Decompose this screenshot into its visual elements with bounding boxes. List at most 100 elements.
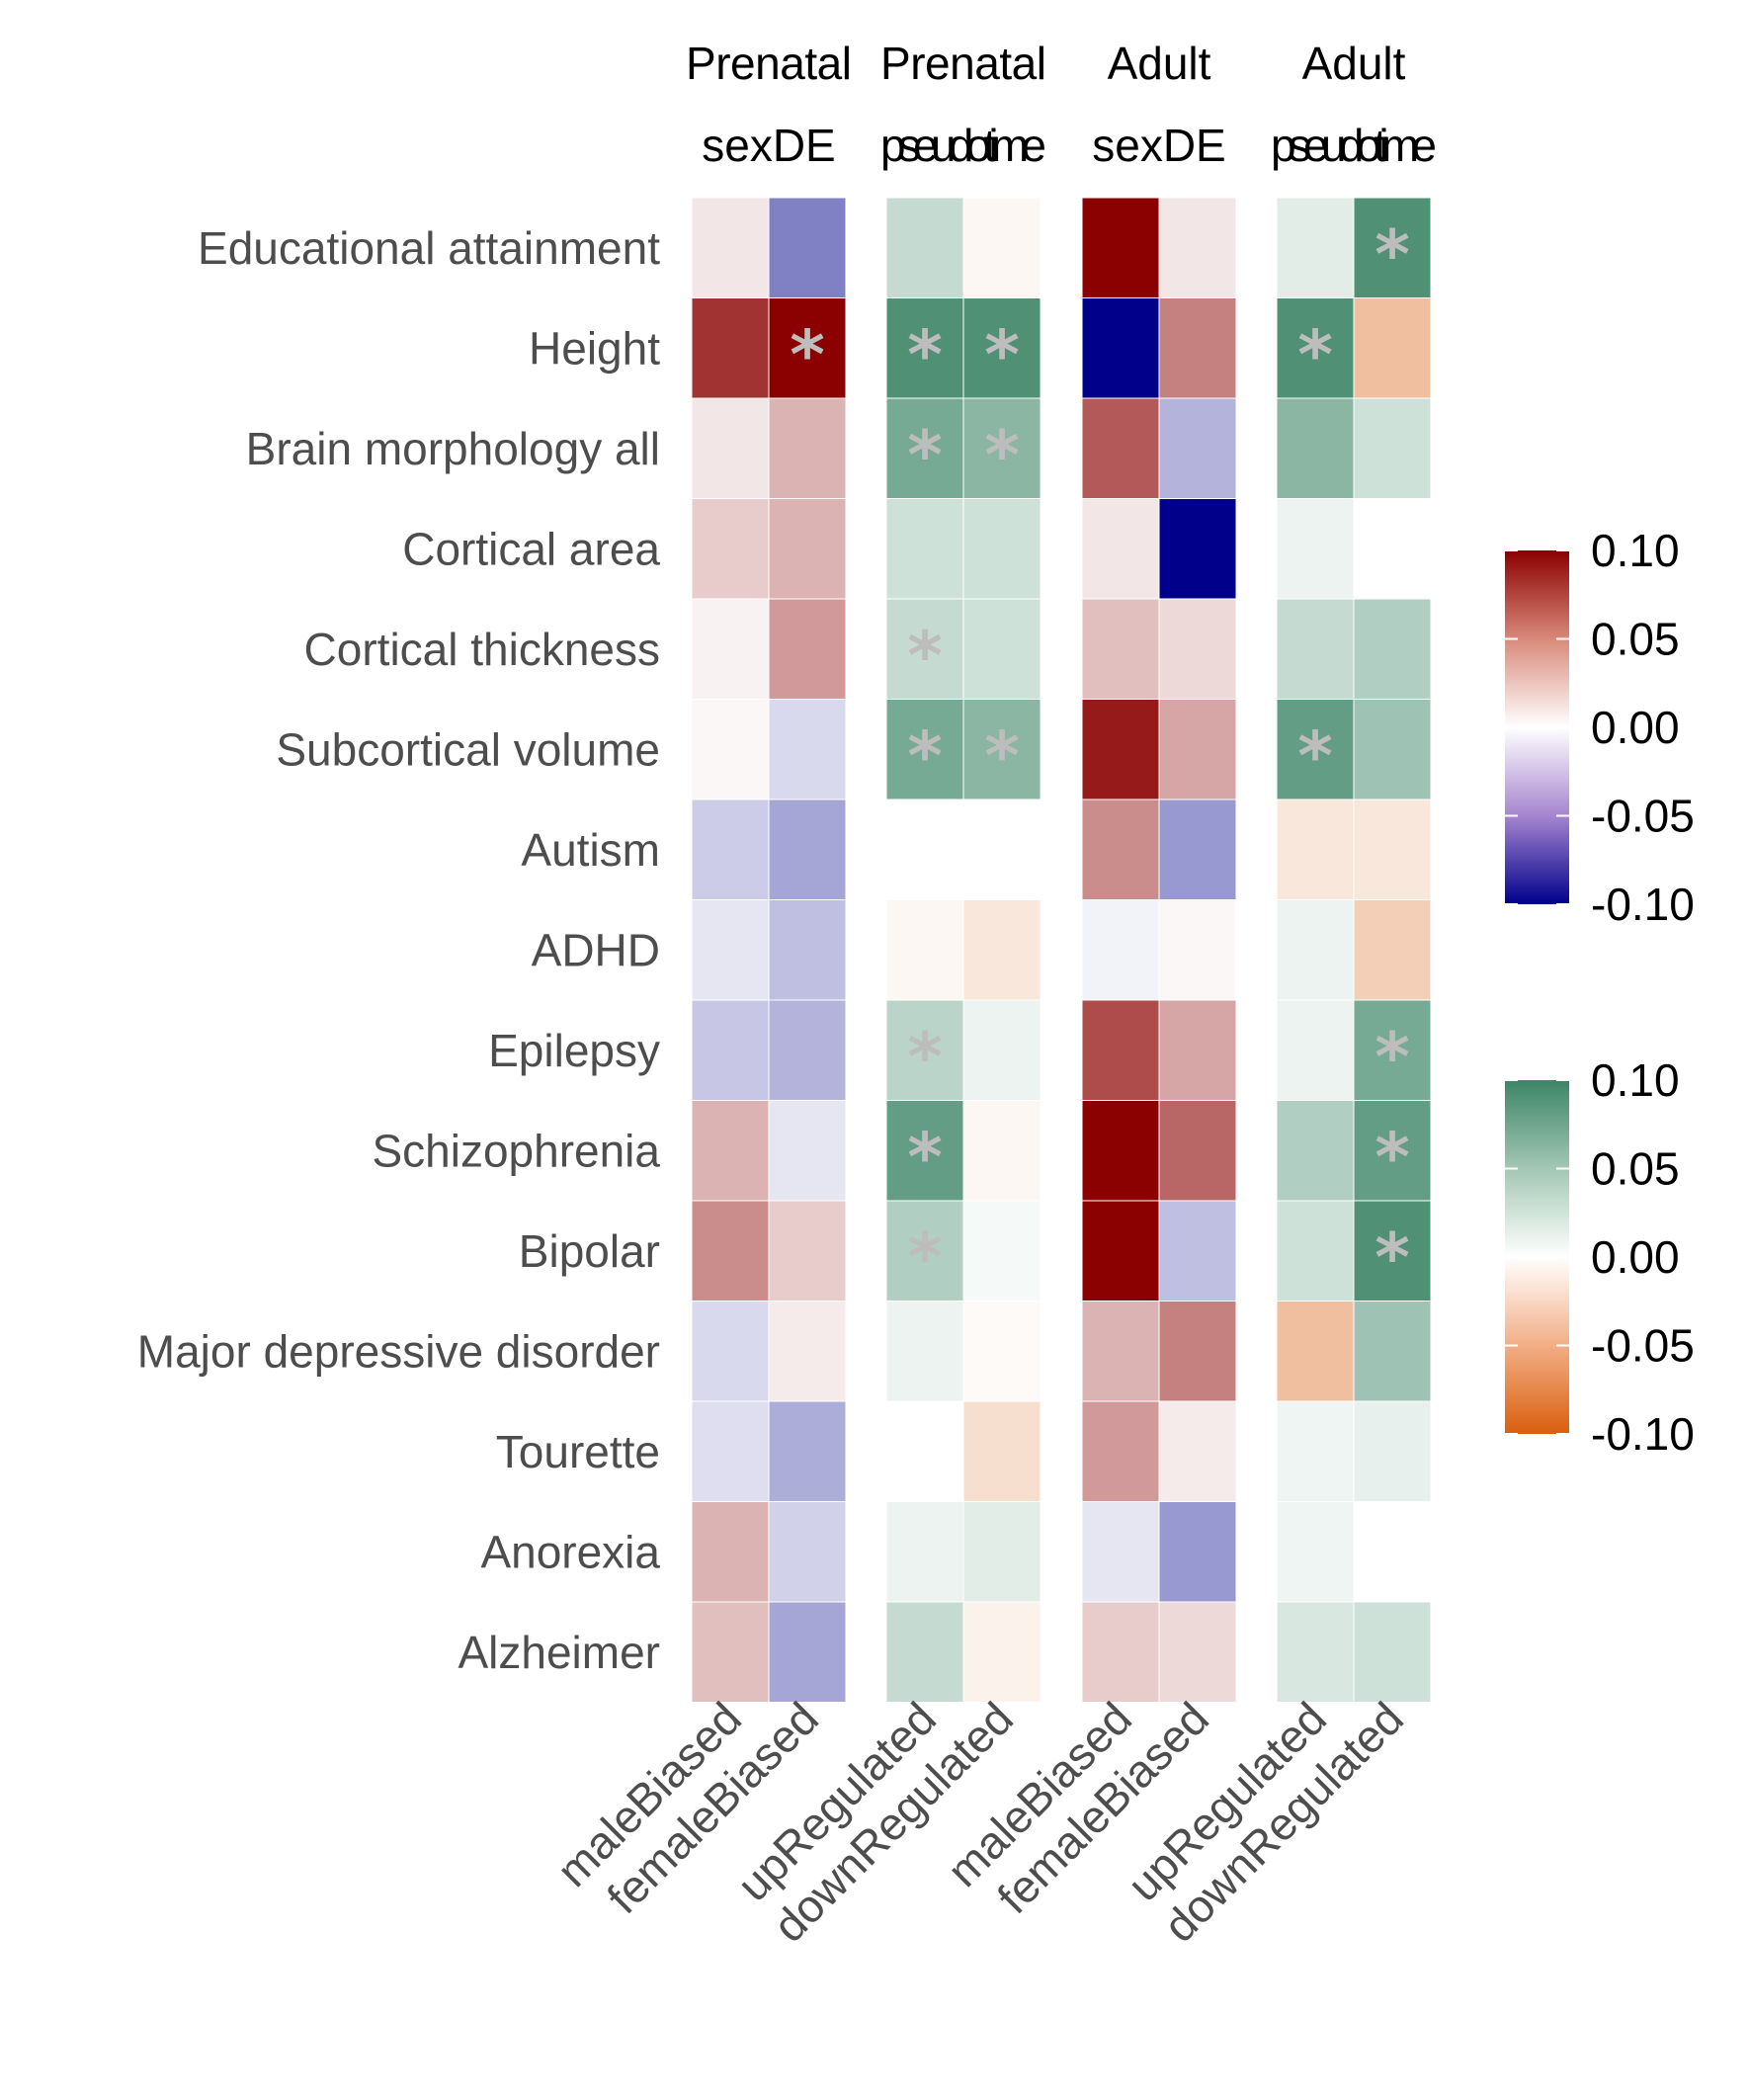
column-labels: maleBiasedfemaleBiasedupRegulateddownReg… <box>546 1692 1413 1952</box>
heatmap-cell <box>768 297 847 399</box>
heatmap-cell <box>1276 498 1355 600</box>
heatmap-cell <box>1081 999 1160 1101</box>
heatmap-cell <box>768 899 847 1001</box>
heatmap-cell <box>962 1200 1042 1302</box>
heatmap-cell <box>962 498 1042 600</box>
heatmap-cell <box>885 297 964 399</box>
heatmap-cell <box>1158 1501 1237 1603</box>
heatmap-cell <box>1081 699 1160 800</box>
row-label: Anorexia <box>480 1526 660 1577</box>
significance-mark: * <box>1297 316 1333 394</box>
heatmap-cell <box>691 197 770 298</box>
significance-mark: * <box>907 316 943 394</box>
row-label: Tourette <box>496 1426 660 1477</box>
significance-mark: * <box>1375 1219 1410 1298</box>
heatmap-cell <box>1158 197 1237 298</box>
heatmap-cell <box>1158 397 1237 499</box>
heatmap-cell <box>691 1400 770 1502</box>
significance-mark: * <box>1375 1119 1410 1197</box>
heatmap-cell <box>1353 598 1432 700</box>
significance-mark: * <box>984 417 1020 495</box>
heatmap-cell <box>691 1501 770 1603</box>
heatmap-cell <box>1276 1301 1355 1402</box>
heatmap-cell <box>1081 1601 1160 1703</box>
heatmap-cell <box>1158 1400 1237 1502</box>
heatmap-cell <box>885 1601 964 1703</box>
panel-title: Adult <box>1108 38 1211 89</box>
legend-sex: 0.10 0.05 0.00 -0.05 -0.10 <box>1505 525 1695 930</box>
significance-mark: * <box>907 417 943 495</box>
heatmap-cell <box>768 397 847 499</box>
heatmap-cell <box>1276 1100 1355 1202</box>
legend-tick-label: -0.10 <box>1591 1408 1695 1460</box>
heatmap-cell <box>1276 699 1355 800</box>
heatmap-cell <box>768 999 847 1101</box>
significance-mark: * <box>1297 717 1333 796</box>
row-label: Cortical thickness <box>304 624 660 675</box>
heatmap-cell <box>768 1400 847 1502</box>
heatmap-cell <box>1276 598 1355 700</box>
heatmap-cell <box>1353 1301 1432 1402</box>
heatmap-cell <box>962 798 1042 900</box>
heatmap-cell <box>1353 1200 1432 1302</box>
heatmap-cell <box>962 699 1042 800</box>
heatmap-cell <box>1081 1501 1160 1603</box>
panel-title: pseudotime <box>880 120 1046 171</box>
heatmap-cell <box>691 598 770 700</box>
heatmap-cell <box>691 1301 770 1402</box>
heatmap-cell <box>1276 297 1355 399</box>
heatmap-cell <box>1276 899 1355 1001</box>
heatmap-cell <box>768 1501 847 1603</box>
heatmap-cell <box>885 1501 964 1603</box>
heatmap-cell <box>691 699 770 800</box>
heatmap-cell <box>1158 798 1237 900</box>
heatmap-cell <box>885 1301 964 1402</box>
significance-mark: * <box>1375 1019 1410 1097</box>
heatmap-cell <box>691 999 770 1101</box>
heatmap-cell <box>1158 297 1237 399</box>
heatmap-cell <box>885 798 964 900</box>
heatmap-cell <box>1158 999 1237 1101</box>
heatmap-cell <box>885 498 964 600</box>
heatmap-cell <box>962 999 1042 1101</box>
significance-mark: * <box>907 1219 943 1298</box>
panel-2: Prenatal pseudotime * * * * * * * * * * <box>880 38 1046 1703</box>
row-label: Subcortical volume <box>276 723 660 775</box>
heatmap-cell <box>1353 1601 1432 1703</box>
heatmap-cell <box>768 699 847 800</box>
heatmap-cell <box>691 397 770 499</box>
heatmap-cell <box>962 899 1042 1001</box>
legend-tick-label: 0.05 <box>1591 614 1680 665</box>
heatmap-cell <box>1276 397 1355 499</box>
heatmap-cell <box>768 1301 847 1402</box>
panel-title: sexDE <box>1092 120 1225 171</box>
heatmap-cell <box>1353 899 1432 1001</box>
row-label: Epilepsy <box>488 1025 660 1076</box>
heatmap-cell <box>1276 798 1355 900</box>
heatmap-cell <box>962 598 1042 700</box>
color-legends: 0.10 0.05 0.00 -0.05 -0.10 0.10 0.05 0.00 -0.05 -… <box>1505 525 1695 1460</box>
heatmap-cell <box>1158 598 1237 700</box>
heatmap-cell <box>691 1100 770 1202</box>
heatmap-cell <box>962 297 1042 399</box>
heatmap-cell <box>1158 1301 1237 1402</box>
legend-tick-label: -0.05 <box>1591 1320 1695 1372</box>
heatmap-cell <box>691 297 770 399</box>
row-label: Cortical area <box>402 523 660 574</box>
heatmap-cell <box>1158 899 1237 1001</box>
heatmap-cell <box>962 397 1042 499</box>
row-label: Height <box>529 322 660 374</box>
heatmap-cell <box>1081 899 1160 1001</box>
heatmap-cell <box>1276 1501 1355 1603</box>
panel-1: Prenatal sexDE * <box>686 38 852 1703</box>
heatmap-cell <box>1081 197 1160 298</box>
heatmap-cell <box>962 1400 1042 1502</box>
heatmap-cell <box>885 397 964 499</box>
heatmap-cell <box>885 598 964 700</box>
significance-mark: * <box>984 717 1020 796</box>
heatmap-cell <box>962 1501 1042 1603</box>
heatmap-cell <box>885 1100 964 1202</box>
heatmap-cell <box>768 1601 847 1703</box>
legend-tick-label: 0.00 <box>1591 702 1680 753</box>
